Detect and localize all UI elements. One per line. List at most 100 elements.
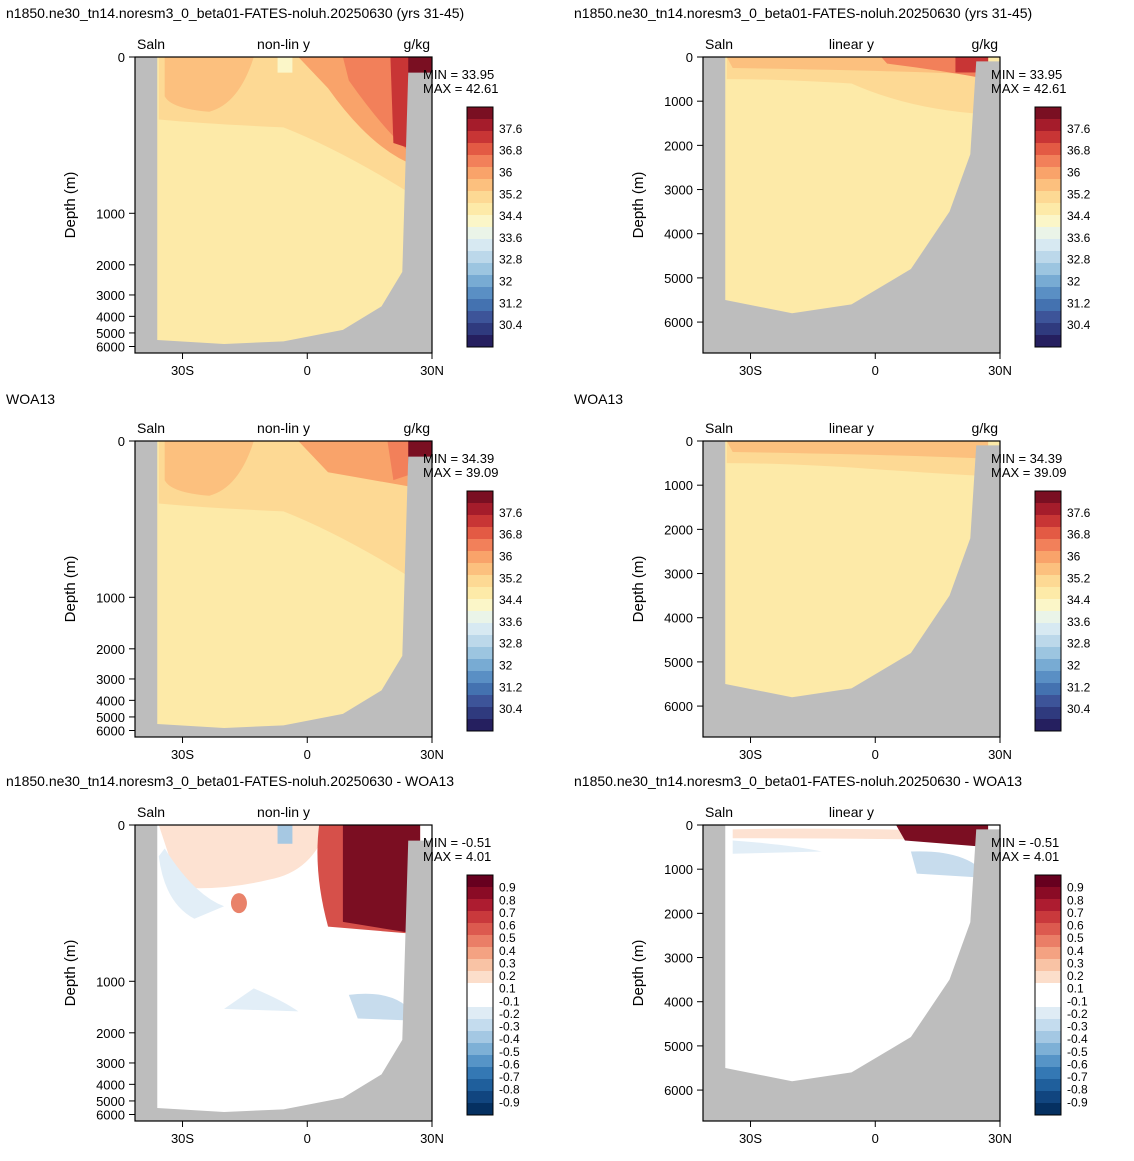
units-label: g/kg [972,420,998,436]
y-tick-label: 6000 [664,1083,693,1098]
y-axis-label: Depth (m) [630,556,647,623]
colorbar-swatch [467,1019,493,1032]
colorbar-label: 0.3 [1067,956,1084,970]
colorbar-swatch [1035,719,1061,732]
x-tick-label: 30S [739,747,762,762]
colorbar-swatch [1035,599,1061,612]
colorbar-label: 34.4 [499,209,523,223]
colorbar-swatch [467,311,493,324]
colorbar-swatch [1035,227,1061,240]
x-tick-label: 0 [304,1131,311,1146]
units-label: g/kg [404,420,430,436]
colorbar-swatch [467,899,493,912]
colorbar-label: 37.6 [499,506,523,520]
colorbar-swatch [1035,1019,1061,1032]
colorbar-label: 30.4 [499,702,523,716]
y-tick-label: 6000 [96,339,125,354]
colorbar-swatch [1035,1031,1061,1044]
colorbar-swatch [467,575,493,588]
y-tick-label: 4000 [664,995,693,1010]
variable-label: Saln [705,420,733,436]
chart-panel-5: Saln linear y 0 1000 2000 3000 4000 5000 6000 Dep… [630,804,1088,1146]
colorbar-frame [1034,106,1062,348]
y-tick-label: 6000 [96,723,125,738]
max-label: MAX = 39.09 [991,465,1067,480]
colorbar-swatch [467,959,493,972]
x-tick-label: 0 [872,747,879,762]
colorbar-swatch [467,1091,493,1104]
colorbar-label: 0.9 [1067,881,1084,895]
colorbar-swatch [467,203,493,216]
y-axis-label: Depth (m) [630,172,647,239]
colorbar-swatch [467,1103,493,1116]
salinity-contour [164,57,254,112]
colorbar-swatch [1035,191,1061,204]
y-tick-label: 5000 [96,1094,125,1109]
colorbar-swatch [467,1055,493,1068]
land-mask [703,441,1000,737]
colorbar-swatch [467,491,493,504]
y-tick-label: 0 [686,434,693,449]
row-title-left: WOA13 [6,391,55,407]
anomaly-contour [224,988,299,1012]
scale-label: linear y [829,420,874,436]
colorbar-swatch [1035,107,1061,120]
anomaly-contour [230,893,247,914]
variable-label: Saln [705,36,733,52]
min-label: MIN = -0.51 [991,835,1059,850]
colorbar-swatch [1035,203,1061,216]
colorbar-label: 34.4 [499,593,523,607]
land-mask [135,825,432,1121]
colorbar-swatch [1035,335,1061,348]
colorbar-swatch [467,335,493,348]
colorbar-swatch [467,275,493,288]
colorbar-swatch [1035,563,1061,576]
colorbar-swatch [1035,875,1061,888]
y-tick-label: 2000 [664,522,693,537]
colorbar-label: 30.4 [1067,702,1091,716]
colorbar-label: 36 [499,165,513,179]
plot-area [703,441,1000,737]
colorbar-swatch [467,131,493,144]
colorbar-label: 37.6 [1067,506,1091,520]
plot-area [703,57,1000,353]
colorbar-swatch [1035,923,1061,936]
colorbar-frame [1034,874,1062,1116]
y-tick-label: 5000 [664,271,693,286]
x-tick-label: 30S [171,747,194,762]
colorbar-label: 30.4 [1067,318,1091,332]
colorbar-label: 37.6 [1067,122,1091,136]
colorbar-swatch [1035,959,1061,972]
colorbar-swatch [467,695,493,708]
y-tick-label: 3000 [96,288,125,303]
colorbar-swatch [1035,635,1061,648]
colorbar-swatch [1035,119,1061,132]
colorbar-label: 0.4 [1067,944,1084,958]
variable-label: Saln [137,804,165,820]
colorbar-swatch [467,167,493,180]
salinity-contour [408,57,432,76]
colorbar-swatch [1035,215,1061,228]
y-axis-label: Depth (m) [62,940,79,1007]
colorbar-label: -0.2 [499,1007,520,1021]
colorbar-label: 32.8 [1067,637,1091,651]
colorbar-swatch [467,947,493,960]
colorbar-swatch [467,671,493,684]
x-tick-label: 30N [420,1131,444,1146]
colorbar-swatch [467,1067,493,1080]
colorbar-label: 36.8 [499,528,523,542]
salinity-contour [726,441,989,459]
y-tick-label: 3000 [664,183,693,198]
y-tick-label: 3000 [96,1056,125,1071]
colorbar-label: 32 [499,275,513,289]
colorbar-swatch [467,107,493,120]
colorbar-label: 35.2 [499,571,523,585]
colorbar-swatch [467,215,493,228]
colorbar-swatch [1035,179,1061,192]
land-mask [135,441,432,737]
y-tick-label: 0 [686,818,693,833]
colorbar-label: 32.8 [1067,253,1091,267]
colorbar-label: 36.8 [1067,528,1091,542]
